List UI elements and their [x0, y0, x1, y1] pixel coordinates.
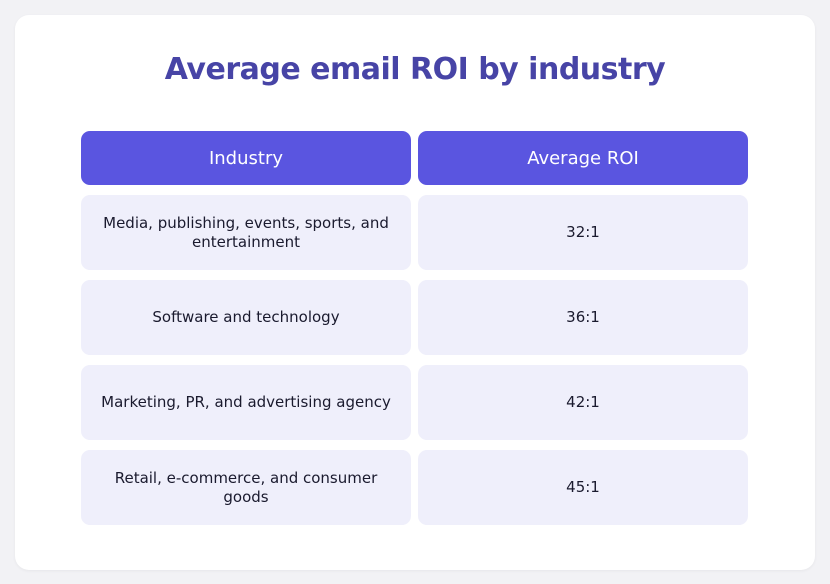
table-cell: Software and technology [81, 280, 411, 355]
table-cell: Media, publishing, events, sports, and e… [81, 195, 411, 270]
header-cell: Industry [81, 131, 411, 185]
table-cell: Marketing, PR, and advertising agency [81, 365, 411, 440]
table-cell: Retail, e-commerce, and consumer goods [81, 450, 411, 525]
table-cell: 36:1 [418, 280, 748, 355]
table-cell: 32:1 [418, 195, 748, 270]
header-cell: Average ROI [418, 131, 748, 185]
table-cell: 42:1 [418, 365, 748, 440]
table: Industry Average ROI Media, publishing, ev… [81, 131, 748, 525]
title: Average email ROI by industry [164, 52, 666, 87]
table-cell: 45:1 [418, 450, 748, 525]
